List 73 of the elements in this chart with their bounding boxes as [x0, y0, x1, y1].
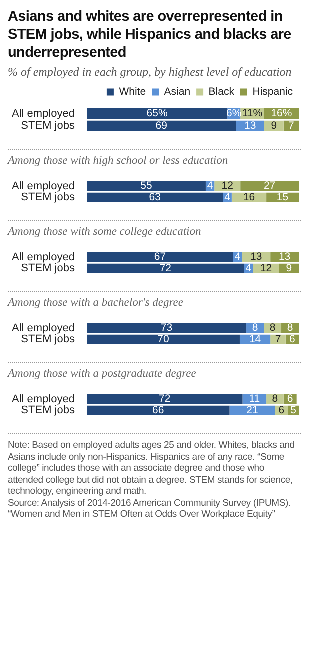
- data-label: 55: [140, 180, 152, 192]
- data-label: 72: [159, 393, 171, 406]
- data-label: 11%: [242, 108, 263, 120]
- chart-title: Among those with high school or less education: [8, 149, 301, 168]
- data-label: 13: [278, 251, 291, 264]
- data-label: 15: [276, 192, 289, 204]
- data-label: 8: [287, 322, 294, 334]
- data-label: 73: [160, 322, 173, 334]
- data-label: 8: [252, 322, 258, 334]
- data-label: 11: [249, 393, 260, 406]
- data-label: 4: [224, 192, 231, 204]
- data-label: 6: [287, 393, 294, 406]
- data-label: 8: [272, 393, 278, 406]
- bar: [86, 394, 243, 404]
- bar: [86, 108, 228, 119]
- y-tick-label: All employed: [12, 180, 75, 192]
- data-label: 9: [286, 262, 292, 275]
- data-label: 4: [207, 180, 214, 192]
- chart-title: Among those with a postgraduate degree: [8, 362, 301, 381]
- y-tick-label: STEM jobs: [21, 192, 76, 204]
- bar: [86, 323, 247, 334]
- data-label: 7: [288, 120, 295, 132]
- data-label: 65%: [146, 108, 168, 120]
- bar: [86, 334, 240, 345]
- data-label: 12: [260, 262, 272, 275]
- legend-label: Asian: [164, 86, 191, 98]
- bar: [86, 252, 234, 262]
- legend-label: Hispanic: [252, 86, 294, 98]
- y-tick-label: All employed: [12, 322, 75, 334]
- data-label: 12: [222, 180, 234, 192]
- data-label: 13: [244, 120, 256, 132]
- data-label: 63: [149, 192, 162, 204]
- data-label: 14: [249, 334, 262, 346]
- chart-title: Among those with a bachelor's degree: [8, 291, 301, 310]
- y-tick-label: All employed: [12, 393, 75, 406]
- data-label: 67: [154, 251, 166, 264]
- bar: [86, 264, 244, 274]
- data-label: 21: [246, 404, 258, 417]
- chart-title: Asians and whites are overrepresented in STEM jobs, while Hispanics and blacks are underrepresented: [8, 8, 292, 62]
- y-tick-label: All employed: [12, 251, 75, 264]
- data-label: 66: [152, 404, 164, 417]
- data-label: 16%: [271, 108, 292, 120]
- y-tick-label: STEM jobs: [21, 262, 76, 275]
- data-label: 4: [246, 262, 252, 275]
- chart-title: Among those with some college education: [8, 220, 301, 239]
- data-label: 69: [156, 120, 168, 132]
- y-tick-label: STEM jobs: [21, 120, 76, 132]
- text: “Women and Men in STEM Often at Odds Over Workplace Equity”: [8, 509, 276, 520]
- chart-subtitle: % of employed in each group, by highest level of education: [8, 65, 293, 79]
- data-label: 70: [158, 334, 170, 346]
- data-label: 7: [275, 334, 282, 346]
- bar: [240, 181, 299, 192]
- data-label: 6: [290, 334, 296, 346]
- y-tick-label: STEM jobs: [21, 404, 76, 417]
- y-tick-label: STEM jobs: [21, 334, 76, 346]
- data-label: 6: [278, 404, 285, 417]
- data-label: 16: [243, 192, 256, 204]
- data-label: 27: [264, 180, 276, 192]
- bar: [86, 192, 224, 203]
- data-label: 13: [250, 251, 262, 264]
- text: Note: Based on employed adults ages 25 and older. Whites, blacks and Asians include only non-Hispanics. Hispanics are of any race. “Some college” includes those with an associate degree and those who attended college but did not obtain a degree. STEM stands for science, technology, engineering and math.: [8, 440, 296, 498]
- data-label: 9: [271, 120, 278, 132]
- legend-label: White: [119, 86, 146, 98]
- data-label: 8: [270, 322, 276, 334]
- data-label: 5: [290, 404, 297, 417]
- y-tick-label: All employed: [12, 108, 75, 120]
- bar: [86, 120, 236, 132]
- legend-label: Black: [208, 86, 236, 98]
- data-label: 4: [234, 251, 241, 264]
- bar: [86, 181, 206, 192]
- bar: [86, 406, 230, 416]
- data-label: 72: [160, 262, 172, 275]
- source-note: Source: Analysis of 2014-2016 American Community Survey (IPUMS).: [8, 498, 292, 509]
